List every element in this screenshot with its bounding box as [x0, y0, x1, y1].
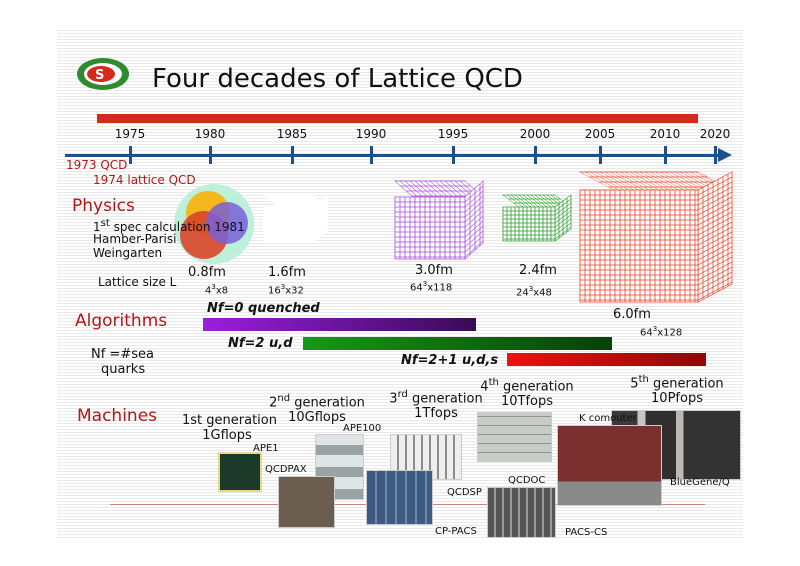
gen5-label: 5th generation — [630, 374, 724, 392]
year-label: 2000 — [519, 127, 551, 141]
gen2-speed: 10Gflops — [288, 410, 346, 426]
pacs-cs-photo — [487, 487, 556, 538]
gen1-label: 1st generation — [182, 413, 277, 428]
year-label: 2020 — [699, 127, 731, 141]
timeline-axis — [65, 154, 722, 157]
nf-label: Nf =#sea — [91, 347, 154, 362]
gen4-speed: 10Tfops — [500, 394, 554, 410]
year-tick — [370, 146, 373, 164]
year-label: 1995 — [437, 127, 469, 141]
year-tick — [599, 146, 602, 164]
lattice-face — [502, 206, 556, 242]
ape1-photo — [218, 452, 262, 492]
lattice-face — [394, 196, 466, 260]
year-label: 1980 — [194, 127, 226, 141]
qcdsp-label: QCDSP — [447, 487, 482, 498]
physics-heading: Physics — [72, 196, 135, 216]
k-computer-photo — [557, 425, 662, 506]
authors-2: Weingarten — [93, 246, 163, 260]
lattice-face — [579, 189, 699, 303]
qcdpax-label: QCDPAX — [265, 464, 307, 475]
nf0-label: Nf=0 quenched — [207, 301, 320, 316]
year-tick — [534, 146, 537, 164]
qcdoc-label: QCDOC — [508, 475, 546, 486]
gen2-label: 2nd generation — [269, 393, 365, 411]
arrow-right-icon — [718, 148, 732, 162]
lattice-face — [313, 194, 328, 243]
ape100-label: APE100 — [343, 423, 382, 434]
lattice-size: 6.0fm — [613, 307, 651, 322]
year-tick — [714, 146, 717, 164]
lattice-face — [263, 195, 328, 207]
lattice-face — [394, 180, 484, 198]
year-tick — [129, 146, 132, 164]
year-tick — [664, 146, 667, 164]
authors-1: Hamber-Parisi — [93, 232, 177, 246]
qcdpax-photo — [278, 476, 335, 528]
machines-heading: Machines — [77, 406, 158, 426]
logo-icon: S — [77, 58, 129, 90]
lattice-face — [263, 207, 313, 243]
lattice-size-label: Lattice size L — [98, 275, 177, 289]
nf2-label: Nf=2 u,d — [228, 336, 293, 351]
page-title: Four decades of Lattice QCD — [152, 64, 523, 94]
lattice-size: 1.6fm — [268, 265, 306, 280]
year-label: 1990 — [355, 127, 387, 141]
gen3-speed: 1Tfops — [414, 406, 458, 422]
year-label: 1985 — [276, 127, 308, 141]
gen1-speed: 1Gflops — [202, 428, 252, 443]
lattice-size: 3.0fm — [415, 263, 453, 278]
year-tick — [209, 146, 212, 164]
first-calc-text: spec calculation 1981 — [109, 220, 245, 234]
cp-pacs-photo — [366, 470, 433, 525]
gen5-speed: 10Pfops — [651, 391, 703, 407]
year-tick — [452, 146, 455, 164]
nf0-bar — [203, 318, 476, 331]
pacs-cs-label: PACS-CS — [565, 527, 608, 538]
lattice-face — [464, 180, 484, 260]
gen3-label: 3rd generation — [389, 389, 483, 407]
lattice-size: 0.8fm — [188, 265, 226, 280]
year-label: 1975 — [114, 127, 146, 141]
bluegene-label: BlueGene/Q — [670, 477, 730, 488]
nf21-bar — [507, 353, 706, 366]
timeline-red-bar — [97, 114, 698, 123]
lattice-dims: 43x8 — [205, 283, 229, 297]
lattice-dims: 643x128 — [640, 325, 683, 339]
lattice-face — [697, 171, 733, 303]
first-calc-num: 1 — [93, 220, 101, 234]
note-1974: 1974 lattice QCD — [93, 173, 196, 187]
lattice-face — [502, 194, 572, 208]
algorithms-heading: Algorithms — [75, 311, 168, 331]
note-1973: 1973 QCD — [66, 158, 128, 172]
lattice-dims: 243x48 — [516, 285, 552, 299]
lattice-size: 2.4fm — [519, 263, 557, 278]
qcdoc-photo — [477, 412, 552, 462]
lattice-dims: 163x32 — [268, 283, 304, 297]
venn-spheres-icon — [174, 184, 254, 264]
year-label: 2005 — [584, 127, 616, 141]
sup: st — [100, 218, 110, 229]
lattice-face — [554, 194, 572, 242]
year-label: 2010 — [649, 127, 681, 141]
year-tick — [291, 146, 294, 164]
svg-text:S: S — [95, 68, 104, 83]
cp-pacs-label: CP-PACS — [435, 526, 477, 537]
ape1-label: APE1 — [253, 443, 279, 454]
gen4-label: 4th generation — [480, 377, 574, 395]
nf21-label: Nf=2+1 u,d,s — [401, 353, 499, 368]
nf2-bar — [303, 337, 612, 350]
nf-label-2: quarks — [101, 362, 146, 377]
k-computer-label: K comouter — [579, 413, 637, 424]
lattice-dims: 643x118 — [410, 280, 453, 294]
